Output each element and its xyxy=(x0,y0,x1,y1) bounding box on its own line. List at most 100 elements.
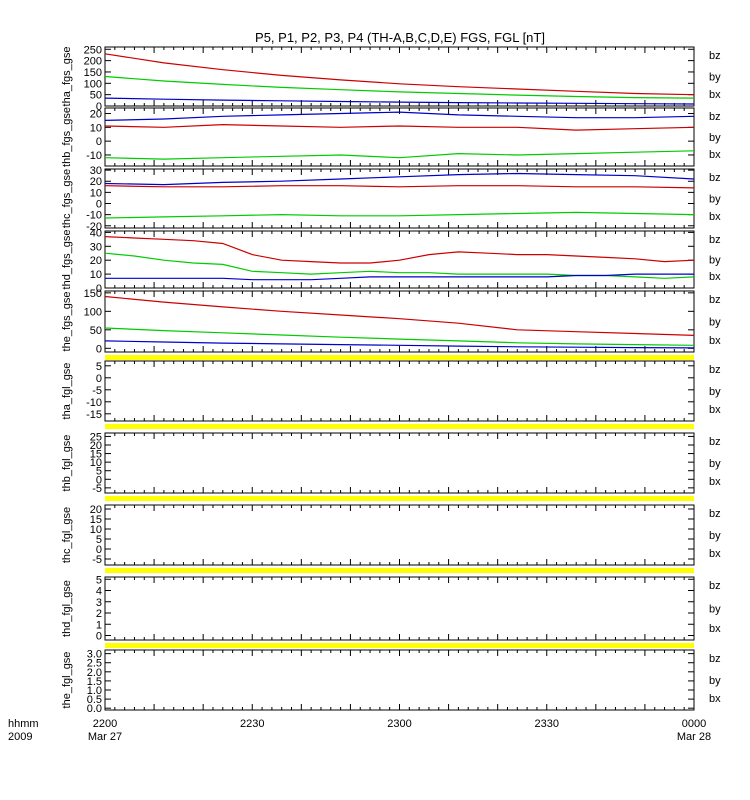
y-tick-label: 2.5 xyxy=(87,658,102,670)
series-bx-line xyxy=(105,273,694,281)
legend-bz: bz xyxy=(709,172,721,184)
panel-frame xyxy=(104,432,695,494)
y-tick-label: -10 xyxy=(86,210,102,222)
x-tick-label: 2330 xyxy=(535,718,559,730)
series-bx-line xyxy=(104,172,695,186)
legend-bz: bz xyxy=(709,234,721,246)
y-tick-label: 3 xyxy=(96,597,102,609)
legend-bx: bx xyxy=(709,335,721,347)
y-axis-label: thc_fgs_gse xyxy=(61,169,73,228)
series-bx-line xyxy=(104,111,695,121)
panel-frame xyxy=(104,168,695,229)
panel-tha_fgl_gse: 50-5-10-15 tha_fgl_gse bz by bx xyxy=(61,360,721,429)
y-tick-label: 0 xyxy=(96,544,102,556)
y-tick-label: -10 xyxy=(86,397,102,409)
no-data-bar xyxy=(105,355,694,360)
y-tick-label: 100 xyxy=(84,78,102,90)
panel-frame xyxy=(104,230,695,289)
x-tick-date: Mar 27 xyxy=(88,731,122,743)
x-axis-left-label: hhmm xyxy=(8,718,39,730)
panel-thd_fgs_gse: 40 30 20 10 0 thd_fgs_gse bz by bx xyxy=(61,227,721,295)
legend-bx: bx xyxy=(709,623,721,635)
y-axis-label: tha_fgs_gse xyxy=(61,47,73,107)
y-tick-label: 0 xyxy=(96,199,102,211)
legend-bx: bx xyxy=(709,149,721,161)
y-tick-label: 0 xyxy=(96,343,102,355)
legend-by: by xyxy=(709,458,721,470)
y-tick-label: 0.0 xyxy=(87,703,102,715)
y-tick-label: -5 xyxy=(92,385,102,397)
panel-the_fgs_gse: 150 100 50 0 the_fgs_gse bz by bx xyxy=(61,288,721,360)
y-tick-label: 200 xyxy=(84,56,102,68)
series-bz-line xyxy=(104,53,695,96)
series-by-line xyxy=(104,150,695,160)
y-tick-label: 5 xyxy=(96,466,102,478)
y-tick-label: 4 xyxy=(96,586,102,598)
legend-bz: bz xyxy=(709,50,721,62)
series-bx-line xyxy=(104,97,695,105)
y-tick-label: 20 xyxy=(90,440,102,452)
legend-bz: bz xyxy=(709,436,721,448)
y-tick-label: -5 xyxy=(92,554,102,566)
y-tick-label: 20 xyxy=(90,109,102,121)
legend-bx: bx xyxy=(709,476,721,488)
series-by-line xyxy=(104,327,695,346)
legend-by: by xyxy=(709,317,721,329)
panel-the_fgl_gse: 3.02.52.01.51.00.50.0 the_fgl_gse bz by bx xyxy=(61,649,721,716)
legend-by: by xyxy=(709,530,721,542)
y-tick-label: 3.0 xyxy=(87,649,102,661)
y-tick-label: 30 xyxy=(90,241,102,253)
y-tick-label: 10 xyxy=(90,457,102,469)
legend-by: by xyxy=(709,604,721,616)
no-data-bar xyxy=(105,424,694,429)
y-tick-label: 100 xyxy=(84,306,102,318)
y-tick-label: 20 xyxy=(90,255,102,267)
y-tick-label: -20 xyxy=(86,221,102,233)
y-tick-label: 0 xyxy=(96,631,102,643)
y-tick-label: 2 xyxy=(96,608,102,620)
y-axis-label: the_fgs_gse xyxy=(61,292,73,352)
y-tick-label: 40 xyxy=(90,227,102,239)
legend-bx: bx xyxy=(709,693,721,705)
y-tick-label: 30 xyxy=(90,165,102,177)
legend-by: by xyxy=(709,386,721,398)
y-tick-label: 0 xyxy=(96,373,102,385)
legend-bx: bx xyxy=(709,89,721,101)
y-tick-label: 5 xyxy=(96,534,102,546)
y-tick-label: 10 xyxy=(90,269,102,281)
y-tick-label: 5 xyxy=(96,574,102,586)
y-axis-label: thb_fgl_gse xyxy=(61,435,73,492)
series-bx-line xyxy=(104,340,695,349)
x-axis-left-label: 2009 xyxy=(8,731,32,743)
y-axis-label: thd_fgs_gse xyxy=(61,230,73,290)
y-axis-label: thc_fgl_gse xyxy=(61,507,73,563)
y-tick-label: 0 xyxy=(96,136,102,148)
y-tick-label: 0 xyxy=(96,474,102,486)
y-tick-label: 15 xyxy=(90,514,102,526)
panel-frame xyxy=(104,504,695,566)
panel-frame xyxy=(104,576,695,641)
series-bz-line xyxy=(104,236,695,264)
legend-bx: bx xyxy=(709,211,721,223)
legend-bz: bz xyxy=(709,364,721,376)
y-axis-label: tha_fgl_gse xyxy=(61,363,73,420)
x-tick-label: 2230 xyxy=(240,718,264,730)
y-axis-label: thb_fgs_gse xyxy=(61,107,73,167)
series-bz-line xyxy=(104,123,695,131)
series-bz-line xyxy=(104,295,695,336)
x-tick-label: 2300 xyxy=(387,718,411,730)
x-tick-label: 2200 xyxy=(93,718,117,730)
y-tick-label: 25 xyxy=(90,431,102,443)
y-tick-label: 2.0 xyxy=(87,667,102,679)
y-tick-label: 1.5 xyxy=(87,676,102,688)
legend-bx: bx xyxy=(709,404,721,416)
y-tick-label: 250 xyxy=(84,44,102,56)
y-tick-label: 0 xyxy=(96,101,102,113)
y-tick-label: 150 xyxy=(84,288,102,300)
legend-by: by xyxy=(709,72,721,84)
panel-frame xyxy=(104,360,695,422)
legend-bz: bz xyxy=(709,111,721,123)
